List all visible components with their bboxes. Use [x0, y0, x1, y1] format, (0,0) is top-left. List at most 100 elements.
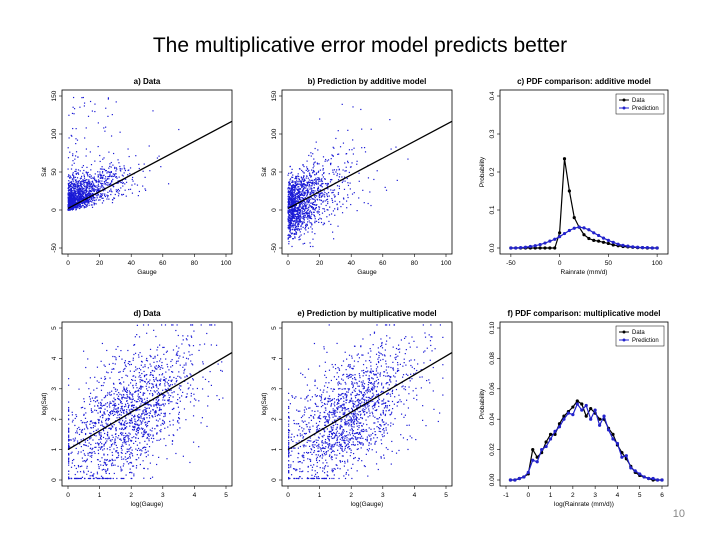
scatter-point: [120, 411, 123, 413]
chart-panel-3: c) PDF comparison: additive model-50 0 50 1…: [479, 77, 669, 276]
scatter-point: [155, 403, 158, 405]
scatter-point: [103, 432, 106, 435]
scatter-point: [126, 451, 128, 453]
scatter-point: [145, 431, 147, 433]
scatter-point: [142, 386, 144, 388]
scatter-point: [75, 173, 77, 175]
scatter-point: [131, 437, 133, 439]
scatter-point: [126, 434, 128, 436]
scatter-point: [296, 201, 298, 203]
scatter-point: [103, 448, 105, 450]
scatter-point: [408, 342, 410, 344]
scatter-point: [157, 346, 159, 348]
scatter-point: [334, 409, 336, 411]
scatter-point: [404, 386, 406, 388]
scatter-point: [336, 173, 339, 175]
scatter-point: [299, 199, 302, 201]
scatter-point: [115, 436, 117, 438]
scatter-point: [122, 175, 124, 177]
scatter-point: [72, 193, 74, 196]
scatter-point: [291, 198, 293, 200]
scatter-point: [289, 192, 291, 194]
scatter-point: [99, 410, 102, 412]
scatter-point: [83, 401, 85, 403]
scatter-point: [113, 387, 115, 389]
scatter-point: [186, 339, 188, 341]
scatter-point: [76, 181, 78, 183]
series-point-data: [611, 243, 615, 247]
scatter-point: [288, 204, 290, 206]
scatter-point: [171, 408, 174, 411]
scatter-point: [89, 182, 91, 185]
scatter-point: [309, 210, 311, 212]
scatter-point: [301, 220, 303, 223]
series-point-prediction: [523, 245, 528, 249]
scatter-point: [97, 459, 99, 461]
scatter-point: [121, 407, 123, 409]
scatter-point: [77, 156, 79, 158]
scatter-point: [299, 194, 301, 196]
scatter-point: [298, 190, 300, 192]
scatter-point: [343, 198, 345, 200]
scatter-point: [74, 201, 76, 203]
scatter-point: [143, 417, 145, 419]
scatter-point: [298, 476, 301, 478]
scatter-point: [356, 160, 358, 162]
scatter-point: [68, 460, 70, 462]
scatter-point: [321, 435, 323, 437]
scatter-point: [138, 163, 140, 165]
scatter-point: [327, 400, 329, 402]
scatter-point: [100, 407, 102, 410]
scatter-point: [134, 420, 136, 422]
scatter-point: [298, 229, 300, 231]
scatter-point: [68, 445, 70, 447]
scatter-point: [350, 397, 353, 399]
scatter-point: [144, 402, 146, 404]
scatter-point: [136, 444, 139, 446]
scatter-point: [389, 378, 391, 380]
scatter-point: [69, 197, 71, 200]
scatter-point: [300, 176, 302, 178]
scatter-point: [88, 188, 90, 190]
scatter-point: [390, 413, 393, 415]
scatter-point: [100, 446, 103, 448]
scatter-point: [350, 166, 352, 168]
scatter-point: [296, 213, 298, 215]
scatter-point: [110, 190, 112, 192]
scatter-point: [96, 380, 98, 382]
scatter-point: [297, 175, 299, 177]
scatter-point: [296, 181, 298, 183]
scatter-point: [70, 195, 72, 197]
scatter-point: [344, 435, 346, 438]
scatter-point: [309, 198, 311, 200]
y-tick-label: 100: [271, 128, 278, 139]
scatter-point: [206, 425, 208, 428]
scatter-point: [310, 185, 312, 187]
scatter-point: [301, 201, 303, 203]
scatter-point: [126, 457, 128, 460]
scatter-point: [144, 440, 146, 442]
scatter-point: [156, 433, 158, 435]
scatter-point: [351, 357, 353, 359]
scatter-point: [123, 394, 125, 396]
scatter-point: [69, 207, 71, 209]
scatter-point: [98, 467, 100, 470]
scatter-point: [288, 210, 290, 212]
scatter-point: [168, 379, 170, 381]
scatter-point: [116, 393, 118, 396]
scatter-point: [346, 177, 348, 180]
scatter-point: [114, 439, 116, 441]
scatter-point: [303, 165, 305, 168]
scatter-point: [71, 198, 73, 200]
scatter-point: [299, 221, 301, 223]
scatter-point: [159, 430, 161, 432]
scatter-point: [145, 359, 148, 361]
scatter-point: [147, 324, 149, 326]
scatter-point: [329, 179, 332, 181]
scatter-point: [140, 415, 142, 417]
scatter-point: [109, 394, 111, 396]
scatter-point: [391, 440, 393, 443]
scatter-point: [327, 437, 329, 439]
scatter-point: [294, 188, 296, 190]
scatter-point: [88, 202, 90, 204]
